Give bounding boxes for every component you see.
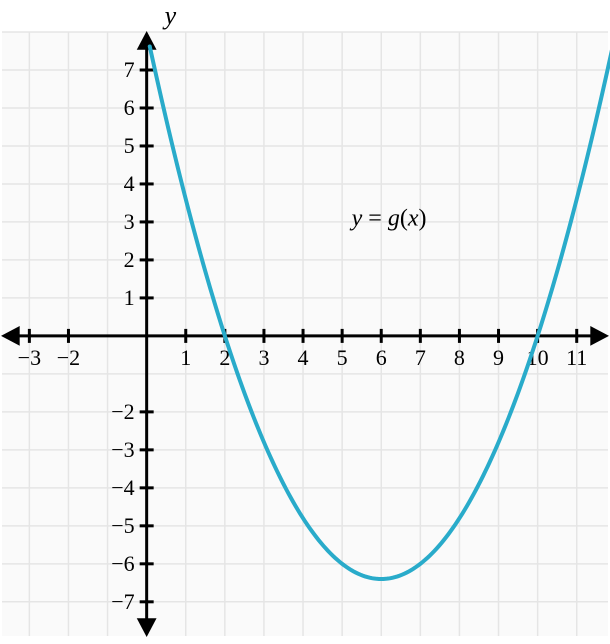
y-tick-label: 3 xyxy=(124,209,135,234)
y-tick-label: −4 xyxy=(111,475,134,500)
y-tick-label: 5 xyxy=(124,133,135,158)
y-tick-label: 1 xyxy=(124,285,135,310)
x-tick-label: 5 xyxy=(337,345,348,370)
y-tick-label: −2 xyxy=(111,399,134,424)
parabola-chart: −3−21234567891011−7−6−5−4−3−21234567yy =… xyxy=(0,0,610,644)
equation-label: y = g(x) xyxy=(350,206,427,232)
y-tick-label: −5 xyxy=(111,513,134,538)
y-tick-label: 2 xyxy=(124,247,135,272)
x-tick-label: 7 xyxy=(415,345,426,370)
y-tick-label: −3 xyxy=(111,437,134,462)
y-tick-label: 6 xyxy=(124,95,135,120)
chart-svg: −3−21234567891011−7−6−5−4−3−21234567yy =… xyxy=(0,0,610,644)
x-tick-label: −3 xyxy=(18,345,41,370)
y-tick-label: 7 xyxy=(124,57,135,82)
y-tick-label: −7 xyxy=(111,589,134,614)
x-tick-label: 9 xyxy=(493,345,504,370)
x-tick-label: 3 xyxy=(258,345,269,370)
x-tick-label: 11 xyxy=(566,345,587,370)
x-tick-label: 1 xyxy=(180,345,191,370)
x-tick-label: 8 xyxy=(454,345,465,370)
y-tick-label: −6 xyxy=(111,551,134,576)
x-tick-label: 4 xyxy=(298,345,309,370)
y-axis-label: y xyxy=(162,1,177,30)
chart-background xyxy=(2,32,608,636)
y-tick-label: 4 xyxy=(124,171,135,196)
x-tick-label: −2 xyxy=(57,345,80,370)
x-tick-label: 6 xyxy=(376,345,387,370)
